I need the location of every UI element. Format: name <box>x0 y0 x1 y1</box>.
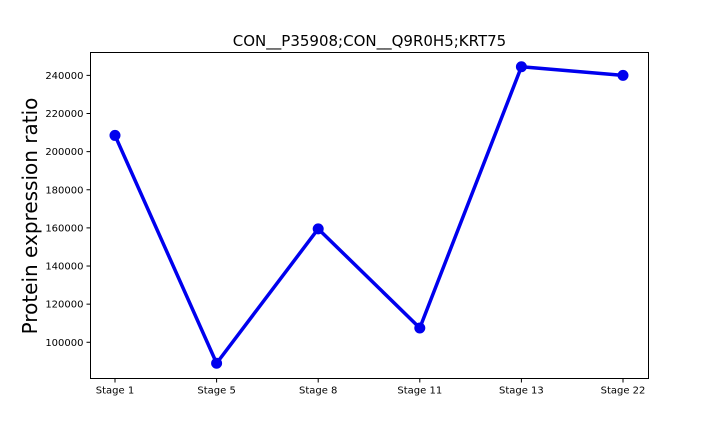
y-tick-label: 200000 <box>45 147 83 158</box>
y-tick-label: 100000 <box>45 338 83 349</box>
x-axis-ticks: Stage 1 Stage 5 Stage 8 Stage 11 Stage 13 Sta… <box>96 378 646 397</box>
data-point <box>414 322 426 334</box>
series-layer <box>109 61 629 369</box>
y-tick-label: 240000 <box>45 71 83 82</box>
data-point <box>109 129 121 141</box>
x-tick-label: Stage 22 <box>601 386 646 397</box>
y-tick-label: 120000 <box>45 300 83 311</box>
y-tick-label: 220000 <box>45 109 83 120</box>
y-tick-label: 180000 <box>45 185 83 196</box>
y-tick-label: 140000 <box>45 262 83 273</box>
x-tick-label: Stage 13 <box>499 386 544 397</box>
series-line <box>113 65 625 365</box>
data-point <box>211 357 223 369</box>
chart-title: CON__P35908;CON__Q9R0H5;KRT75 <box>233 32 506 51</box>
x-tick-label: Stage 5 <box>197 386 235 397</box>
data-point <box>515 61 527 73</box>
y-axis-ticks: 100000 120000 140000 160000 180000 200000 2200… <box>45 71 91 349</box>
x-tick-label: Stage 1 <box>96 386 134 397</box>
x-tick-label: Stage 11 <box>397 386 442 397</box>
data-point <box>617 69 629 81</box>
y-axis-label: Protein expression ratio <box>18 98 42 335</box>
plot-area-frame <box>90 52 649 379</box>
x-tick-label: Stage 8 <box>299 386 337 397</box>
data-point <box>312 223 324 235</box>
y-tick-label: 160000 <box>45 223 83 234</box>
